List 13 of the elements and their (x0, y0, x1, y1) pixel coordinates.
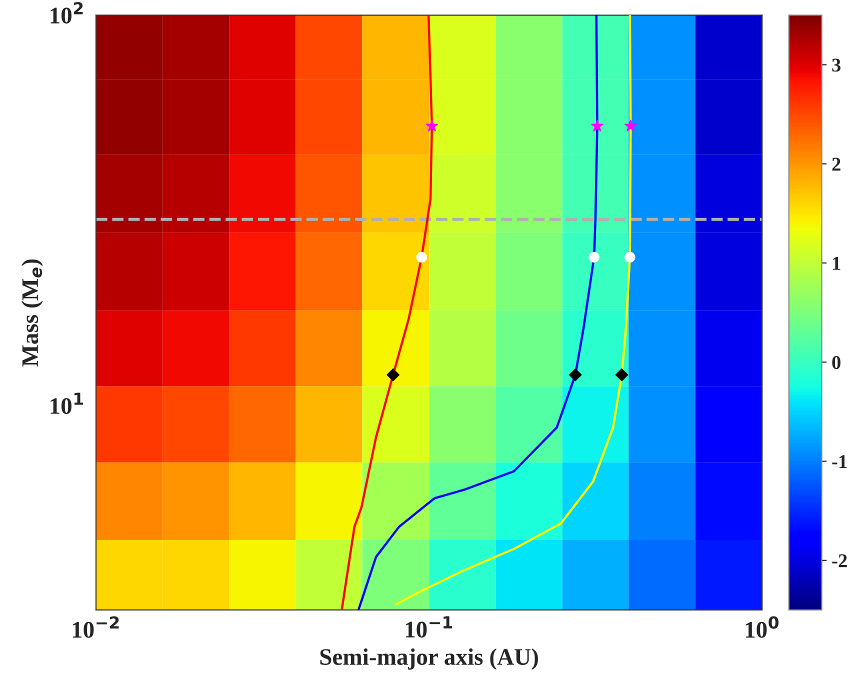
x-tick-label: 10$^{−2}$ (72, 616, 119, 638)
color-bar-label: -1 (832, 455, 847, 468)
color-bar-label: 2 (832, 158, 840, 171)
x-tick-label: 10$^{−1}$ (406, 616, 452, 638)
x-axis-title: Semi-major axis (AU) (320, 648, 538, 670)
color-bar-label: 1 (833, 256, 840, 270)
color-bar-label: -2 (832, 554, 847, 568)
color-bar-label: 0 (832, 356, 840, 370)
y-axis-title: Mass (M$_{e}$) (22, 259, 43, 366)
x-tick-label: 10$^{0}$ (746, 616, 779, 638)
color-bar-label: 3 (832, 58, 841, 72)
y-tick-label: 10$^{2}$ (50, 2, 83, 24)
y-tick-label: 10$^{1}$ (50, 392, 83, 414)
